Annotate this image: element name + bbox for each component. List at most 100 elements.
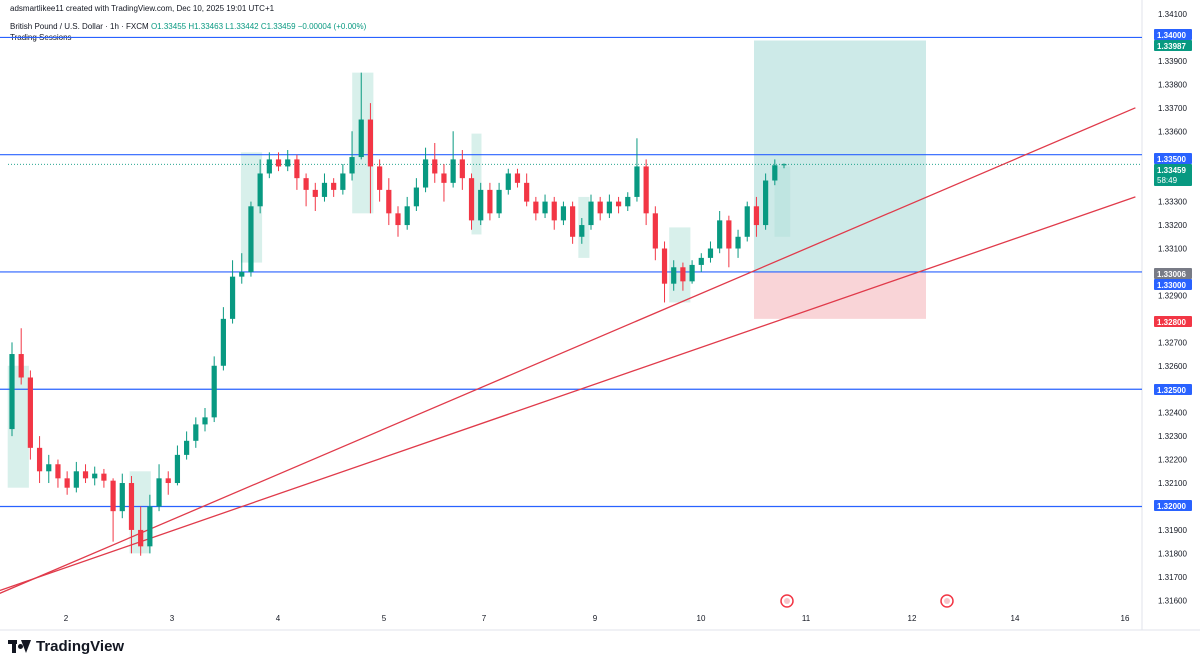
price-tick-label: 1.32900 [1158,291,1187,300]
candle-body [92,473,98,479]
candle-body [303,178,309,190]
candle-body [579,225,585,237]
candle-body [294,159,300,179]
candle-body [312,189,318,197]
candle-body [340,173,346,190]
candle-body [147,506,153,547]
candle-body [505,173,511,190]
price-badge-label: 1.32000 [1157,502,1186,511]
time-tick-label: 10 [697,614,706,623]
candle-body [193,424,199,441]
candle-body [55,464,61,479]
price-badge [1154,29,1192,40]
time-tick-label: 12 [908,614,917,623]
price-tick-label: 1.31900 [1158,526,1187,535]
price-badge-label: 1.33006 [1157,270,1186,279]
session-box [669,227,691,303]
chart-creator-text: adsmartlikee11 created with TradingView.… [10,4,275,13]
price-badge-label: 1.34000 [1157,31,1186,40]
candle-body [285,159,291,167]
candle-body [468,178,475,221]
candle-body [717,220,723,249]
candle-body [349,157,355,174]
price-badge [1154,500,1192,511]
candle-body [211,365,217,418]
price-tick-label: 1.31700 [1158,573,1187,582]
candle-body [64,478,70,488]
price-tick-label: 1.34100 [1158,10,1187,19]
candle-body [275,159,282,167]
candle-body [27,377,33,448]
position-profit-zone [754,40,926,272]
candle-body [404,206,410,226]
candle-body [753,206,760,226]
price-badge [1154,279,1192,290]
price-badge [1154,153,1192,164]
candle-body [220,318,226,366]
candle-body [514,173,521,183]
time-tick-label: 4 [276,614,281,623]
price-tick-label: 1.33700 [1158,104,1187,113]
price-tick-label: 1.32300 [1158,432,1187,441]
candle-body [726,220,732,249]
price-tick-label: 1.32400 [1158,409,1187,418]
time-tick-label: 14 [1011,614,1020,623]
price-badge-label: 1.32800 [1157,318,1186,327]
price-badge-countdown: 58:49 [1157,176,1178,185]
price-badge-label: 1.33459 [1157,166,1186,175]
candle-body [377,166,383,190]
candle-body [744,206,750,237]
price-badge-label: 1.33987 [1157,42,1186,51]
price-badge [1154,316,1192,327]
tradingview-footer: TradingView [8,638,124,655]
economic-event-icon-inner [784,598,790,604]
trendline [0,196,1136,592]
candle-body [367,119,374,167]
candle-body [487,189,493,214]
candle-body [478,189,484,221]
candle-body [560,206,567,221]
candle-body [450,159,456,183]
candle-body [652,213,658,249]
candle-body [698,257,704,265]
price-tick-label: 1.32100 [1158,479,1187,488]
time-tick-label: 3 [170,614,175,623]
candle-body [606,201,612,214]
ohlc-values: O1.33455 H1.33463 L1.33442 C1.33459 −0.0… [150,22,367,31]
price-badge-label: 1.33000 [1157,281,1186,290]
candle-body [36,447,43,472]
economic-event-icon-inner [944,598,950,604]
price-badge-label: 1.32500 [1157,386,1186,395]
time-tick-label: 11 [802,614,811,623]
candle-body [248,206,254,272]
candle-body [138,529,144,547]
candle-body [331,182,337,190]
time-tick-label: 9 [593,614,598,623]
candle-body [119,483,125,512]
candle-body [533,201,539,214]
candle-body [239,271,245,277]
candle-body [101,473,107,481]
trendline [0,107,1136,594]
price-badge-label: 1.33500 [1157,155,1186,164]
candle-body [772,165,778,181]
candle-body [459,159,465,179]
candle-body [432,159,438,174]
candle-body [395,213,401,226]
price-tick-label: 1.33900 [1158,57,1187,66]
price-tick-label: 1.33100 [1158,245,1187,254]
candle-body [496,189,502,214]
candle-body [781,164,787,166]
symbol-name: British Pound / U.S. Dollar · 1h · FXCM [10,22,149,31]
candle-body [625,196,631,207]
time-tick-label: 7 [482,614,487,623]
candle-body [413,187,419,207]
price-tick-label: 1.33600 [1158,127,1187,136]
candle-body [82,471,89,479]
candle-body [542,201,548,214]
brand-name: TradingView [36,638,125,655]
price-badge [1154,268,1192,279]
candle-body [202,417,208,425]
candle-body [229,276,236,319]
